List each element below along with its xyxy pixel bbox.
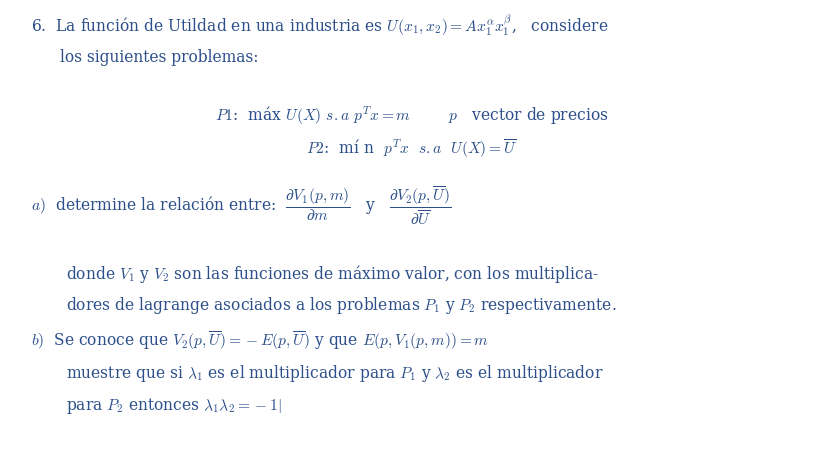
Text: para $P_2$ entonces $\lambda_1 \lambda_2 = -1|$: para $P_2$ entonces $\lambda_1 \lambda_2…	[66, 396, 281, 416]
Text: dores de lagrange asociados a los problemas $P_1$ y $P_2$ respectivamente.: dores de lagrange asociados a los proble…	[66, 295, 616, 315]
Text: muestre que si $\lambda_1$ es el multiplicador para $P_1$ y $\lambda_2$ es el mu: muestre que si $\lambda_1$ es el multipl…	[66, 363, 603, 384]
Text: $P1$:  máx $U(X)$ $s.a$ $p^T x = m$        $p$   vector de precios: $P1$: máx $U(X)$ $s.a$ $p^T x = m$ $p$ v…	[215, 103, 608, 126]
Text: donde $V_1$ y $V_2$ son las funciones de máximo valor, con los multiplica-: donde $V_1$ y $V_2$ son las funciones de…	[66, 263, 599, 285]
Text: 6.  La función de Utildad en una industria es $U(x_1, x_2) = Ax_1^{\alpha}x_1^{\: 6. La función de Utildad en una industri…	[31, 14, 609, 38]
Text: $P2$:  mí n  $p^T x$  $s.a$  $U(X) = \overline{U}$: $P2$: mí n $p^T x$ $s.a$ $U(X) = \overli…	[306, 138, 517, 160]
Text: $b)$  Se conoce que $V_2(p, \overline{U}) = -E(p, \overline{U})$ y que $E(p, V_1: $b)$ Se conoce que $V_2(p, \overline{U})…	[31, 329, 490, 352]
Text: los siguientes problemas:: los siguientes problemas:	[60, 49, 258, 66]
Text: $a)$  determine la relación entre:  $\dfrac{\partial V_1(p, m)}{\partial m}$   y: $a)$ determine la relación entre: $\dfra…	[31, 184, 452, 227]
